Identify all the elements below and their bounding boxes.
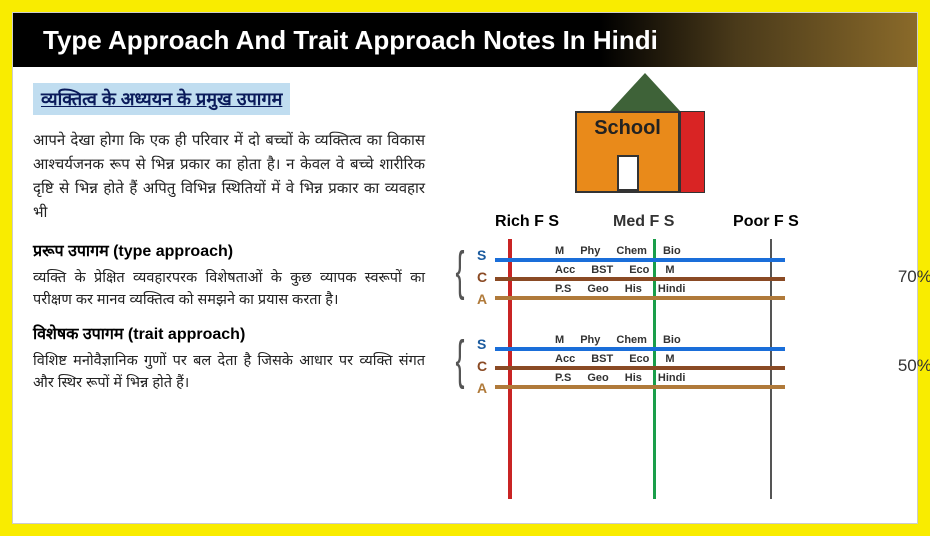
left-column: व्यक्तित्व के अध्ययन के प्रमुख उपागम आपन… — [33, 83, 435, 513]
row-group: M Phy Chem Bio Acc BST Eco M — [455, 245, 897, 300]
column-header-med: Med F S — [613, 213, 713, 231]
chart-area: Rich F S Med F S Poor F S { S C A M Phy — [455, 213, 897, 423]
subject-label: His — [625, 283, 642, 295]
intro-paragraph: आपने देखा होगा कि एक ही परिवार में दो बच… — [33, 129, 425, 225]
subject-label: Bio — [663, 245, 681, 257]
subject-label: Bio — [663, 334, 681, 346]
header-bar: Type Approach And Trait Approach Notes I… — [13, 13, 917, 67]
subject-label: P.S — [555, 283, 571, 295]
line-science — [495, 258, 785, 262]
subject-label: Acc — [555, 353, 575, 365]
subject-row-1: M Phy Chem Bio — [495, 245, 897, 257]
school-door-icon — [617, 155, 639, 191]
line-science — [495, 347, 785, 351]
school-roof-icon — [610, 73, 680, 111]
subject-label: Hindi — [658, 372, 686, 384]
column-header-rich: Rich F S — [495, 213, 595, 231]
subject-label: Phy — [580, 245, 600, 257]
subject-label: M — [665, 353, 674, 365]
school-icon: School — [575, 73, 715, 193]
subject-label: Geo — [587, 283, 608, 295]
page-title: Type Approach And Trait Approach Notes I… — [43, 25, 658, 56]
school-label: School — [577, 113, 678, 140]
trait-approach-text: विशिष्ट मनोवैज्ञानिक गुणों पर बल देता है… — [33, 350, 425, 395]
subject-label: P.S — [555, 372, 571, 384]
subject-row-2: Acc BST Eco M — [495, 264, 897, 276]
subject-label: Chem — [616, 334, 647, 346]
subject-label: BST — [591, 353, 613, 365]
chart-block-1: { S C A M Phy Chem Bio Acc — [455, 245, 897, 300]
content-area: व्यक्तित्व के अध्ययन के प्रमुख उपागम आपन… — [13, 67, 917, 523]
subject-label: Hindi — [658, 283, 686, 295]
school-main-block: School — [575, 111, 680, 193]
subject-label: Phy — [580, 334, 600, 346]
type-approach-heading: प्ररूप उपागम (type approach) — [33, 239, 425, 261]
subject-row-3: P.S Geo His Hindi — [495, 283, 897, 295]
trait-approach-heading: विशेषक उपागम (trait approach) — [33, 322, 425, 344]
subject-label: His — [625, 372, 642, 384]
school-building-icon: School — [575, 111, 705, 193]
page-container: Type Approach And Trait Approach Notes I… — [12, 12, 918, 524]
percentage-label-2: 50% - 70% — [898, 356, 930, 376]
subject-label: Eco — [629, 264, 649, 276]
row-group: M Phy Chem Bio Acc BST Eco M — [455, 334, 897, 389]
subject-label: M — [555, 245, 564, 257]
subject-label: Acc — [555, 264, 575, 276]
subject-label: M — [665, 264, 674, 276]
subject-label: Geo — [587, 372, 608, 384]
type-approach-text: व्यक्ति के प्रेक्षित व्यवहारपरक विशेषताओ… — [33, 267, 425, 312]
line-commerce — [495, 277, 785, 281]
school-side-block — [680, 111, 705, 193]
subject-label: Chem — [616, 245, 647, 257]
column-headers: Rich F S Med F S Poor F S — [455, 213, 897, 231]
subject-row-1: M Phy Chem Bio — [495, 334, 897, 346]
subject-row-2: Acc BST Eco M — [495, 353, 897, 365]
subject-row-3: P.S Geo His Hindi — [495, 372, 897, 384]
line-arts — [495, 385, 785, 389]
subject-label: Eco — [629, 353, 649, 365]
line-arts — [495, 296, 785, 300]
percentage-label-1: 70% - 90% — [898, 267, 930, 287]
column-header-poor: Poor F S — [733, 213, 833, 231]
chart-block-2: { S C A M Phy Chem Bio Acc — [455, 334, 897, 389]
subject-label: M — [555, 334, 564, 346]
subject-label: BST — [591, 264, 613, 276]
right-column: School Rich F S Med F S Poor F S { — [435, 83, 907, 513]
line-commerce — [495, 366, 785, 370]
section-heading: व्यक्तित्व के अध्ययन के प्रमुख उपागम — [33, 83, 290, 115]
